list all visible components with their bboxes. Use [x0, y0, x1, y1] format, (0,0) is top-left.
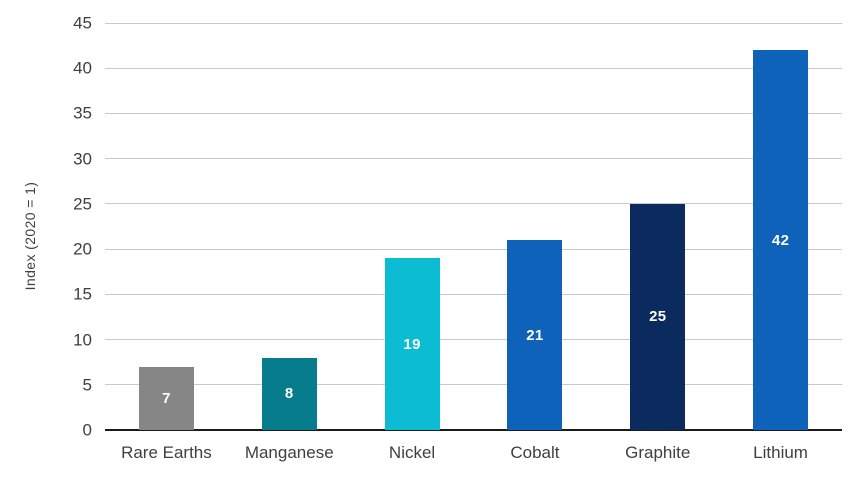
y-tick-label-25: 25	[73, 194, 92, 214]
gridline-y-20	[105, 248, 842, 250]
y-tick-label-20: 20	[73, 239, 92, 259]
bar-value-label-lithium: 42	[771, 231, 790, 249]
gridline-y-30	[105, 158, 842, 160]
y-tick-label-40: 40	[73, 58, 92, 78]
y-tick-label-15: 15	[73, 284, 92, 304]
x-tick-label-rare-earths: Rare Earths	[121, 443, 212, 462]
gridline-y-35	[105, 112, 842, 114]
y-tick-label-5: 5	[82, 375, 92, 395]
bar-value-label-nickel: 19	[403, 335, 421, 353]
y-tick-label-30: 30	[73, 149, 92, 169]
bar-lithium: 42	[753, 50, 809, 430]
bar-value-label-rare-earths: 7	[162, 389, 171, 407]
gridline-y-40	[105, 67, 842, 69]
x-axis-line	[105, 429, 842, 431]
bar-rare-earths: 7	[138, 366, 194, 430]
x-tick-label-graphite: Graphite	[625, 443, 691, 462]
x-tick-label-nickel: Nickel	[388, 443, 436, 462]
bar-value-label-manganese: 8	[284, 385, 294, 403]
gridline-y-45	[105, 22, 842, 24]
bar-value-label-cobalt: 21	[526, 326, 544, 344]
bar-manganese: 8	[261, 357, 317, 430]
x-tick-label-manganese: Manganese	[244, 443, 334, 462]
gridline-y-10	[105, 339, 842, 341]
x-tick-label-lithium: Lithium	[753, 443, 808, 462]
gridline-y-15	[105, 293, 842, 295]
bar-nickel: 19	[384, 258, 440, 430]
gridline-y-5	[105, 384, 842, 386]
y-axis-title: Index (2020 = 1)	[22, 181, 38, 291]
gridline-y-25	[105, 203, 842, 205]
y-tick-label-10: 10	[73, 330, 92, 350]
bar-graphite: 25	[630, 203, 686, 430]
x-tick-label-cobalt: Cobalt	[510, 443, 560, 462]
y-tick-label-35: 35	[73, 103, 92, 123]
bar-value-label-graphite: 25	[649, 308, 667, 326]
y-tick-label-45: 45	[73, 13, 92, 33]
y-tick-label-0: 0	[82, 420, 92, 440]
bar-cobalt: 21	[507, 240, 563, 430]
